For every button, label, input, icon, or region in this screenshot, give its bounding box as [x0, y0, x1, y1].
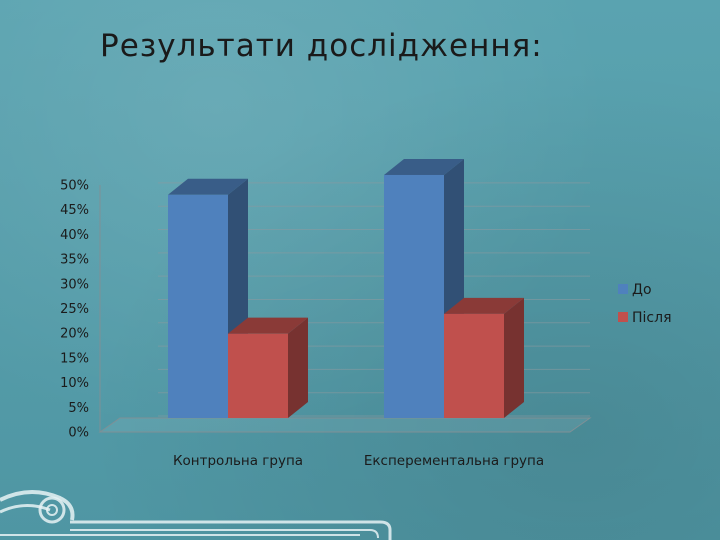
bar-after — [444, 297, 524, 418]
bar-side — [504, 297, 524, 418]
bar-top — [384, 158, 464, 175]
y-tick-label: 20% — [60, 327, 89, 342]
bar-side — [288, 317, 308, 418]
y-tick-label: 15% — [60, 351, 89, 366]
y-tick-label: 40% — [60, 228, 89, 243]
y-tick-label: 10% — [60, 376, 89, 391]
bar-before — [168, 178, 248, 418]
bar-top — [228, 317, 308, 334]
y-tick-label: 45% — [60, 203, 89, 218]
y-tick-label: 25% — [60, 302, 89, 317]
bar-front — [168, 194, 228, 418]
legend-swatch — [618, 312, 628, 322]
category-label: Експерементальна група — [364, 453, 544, 469]
bar-before — [384, 158, 464, 418]
legend-swatch — [618, 284, 628, 294]
legend-label: До — [632, 282, 652, 298]
bar-top — [168, 178, 248, 195]
y-tick-label: 0% — [68, 426, 89, 441]
bar-front — [384, 174, 444, 418]
bar-top — [444, 297, 524, 314]
category-label: Контрольна група — [173, 453, 303, 469]
bar-front — [228, 333, 288, 418]
y-tick-label: 35% — [60, 253, 89, 268]
legend-label: Після — [632, 310, 671, 326]
y-tick-label: 50% — [60, 179, 89, 194]
slide-title: Результати дослідження: — [100, 28, 543, 64]
bar-front — [444, 313, 504, 418]
y-tick-label: 5% — [68, 401, 89, 416]
bar-after — [228, 317, 308, 418]
y-tick-label: 30% — [60, 277, 89, 292]
chart-floor — [98, 417, 592, 433]
